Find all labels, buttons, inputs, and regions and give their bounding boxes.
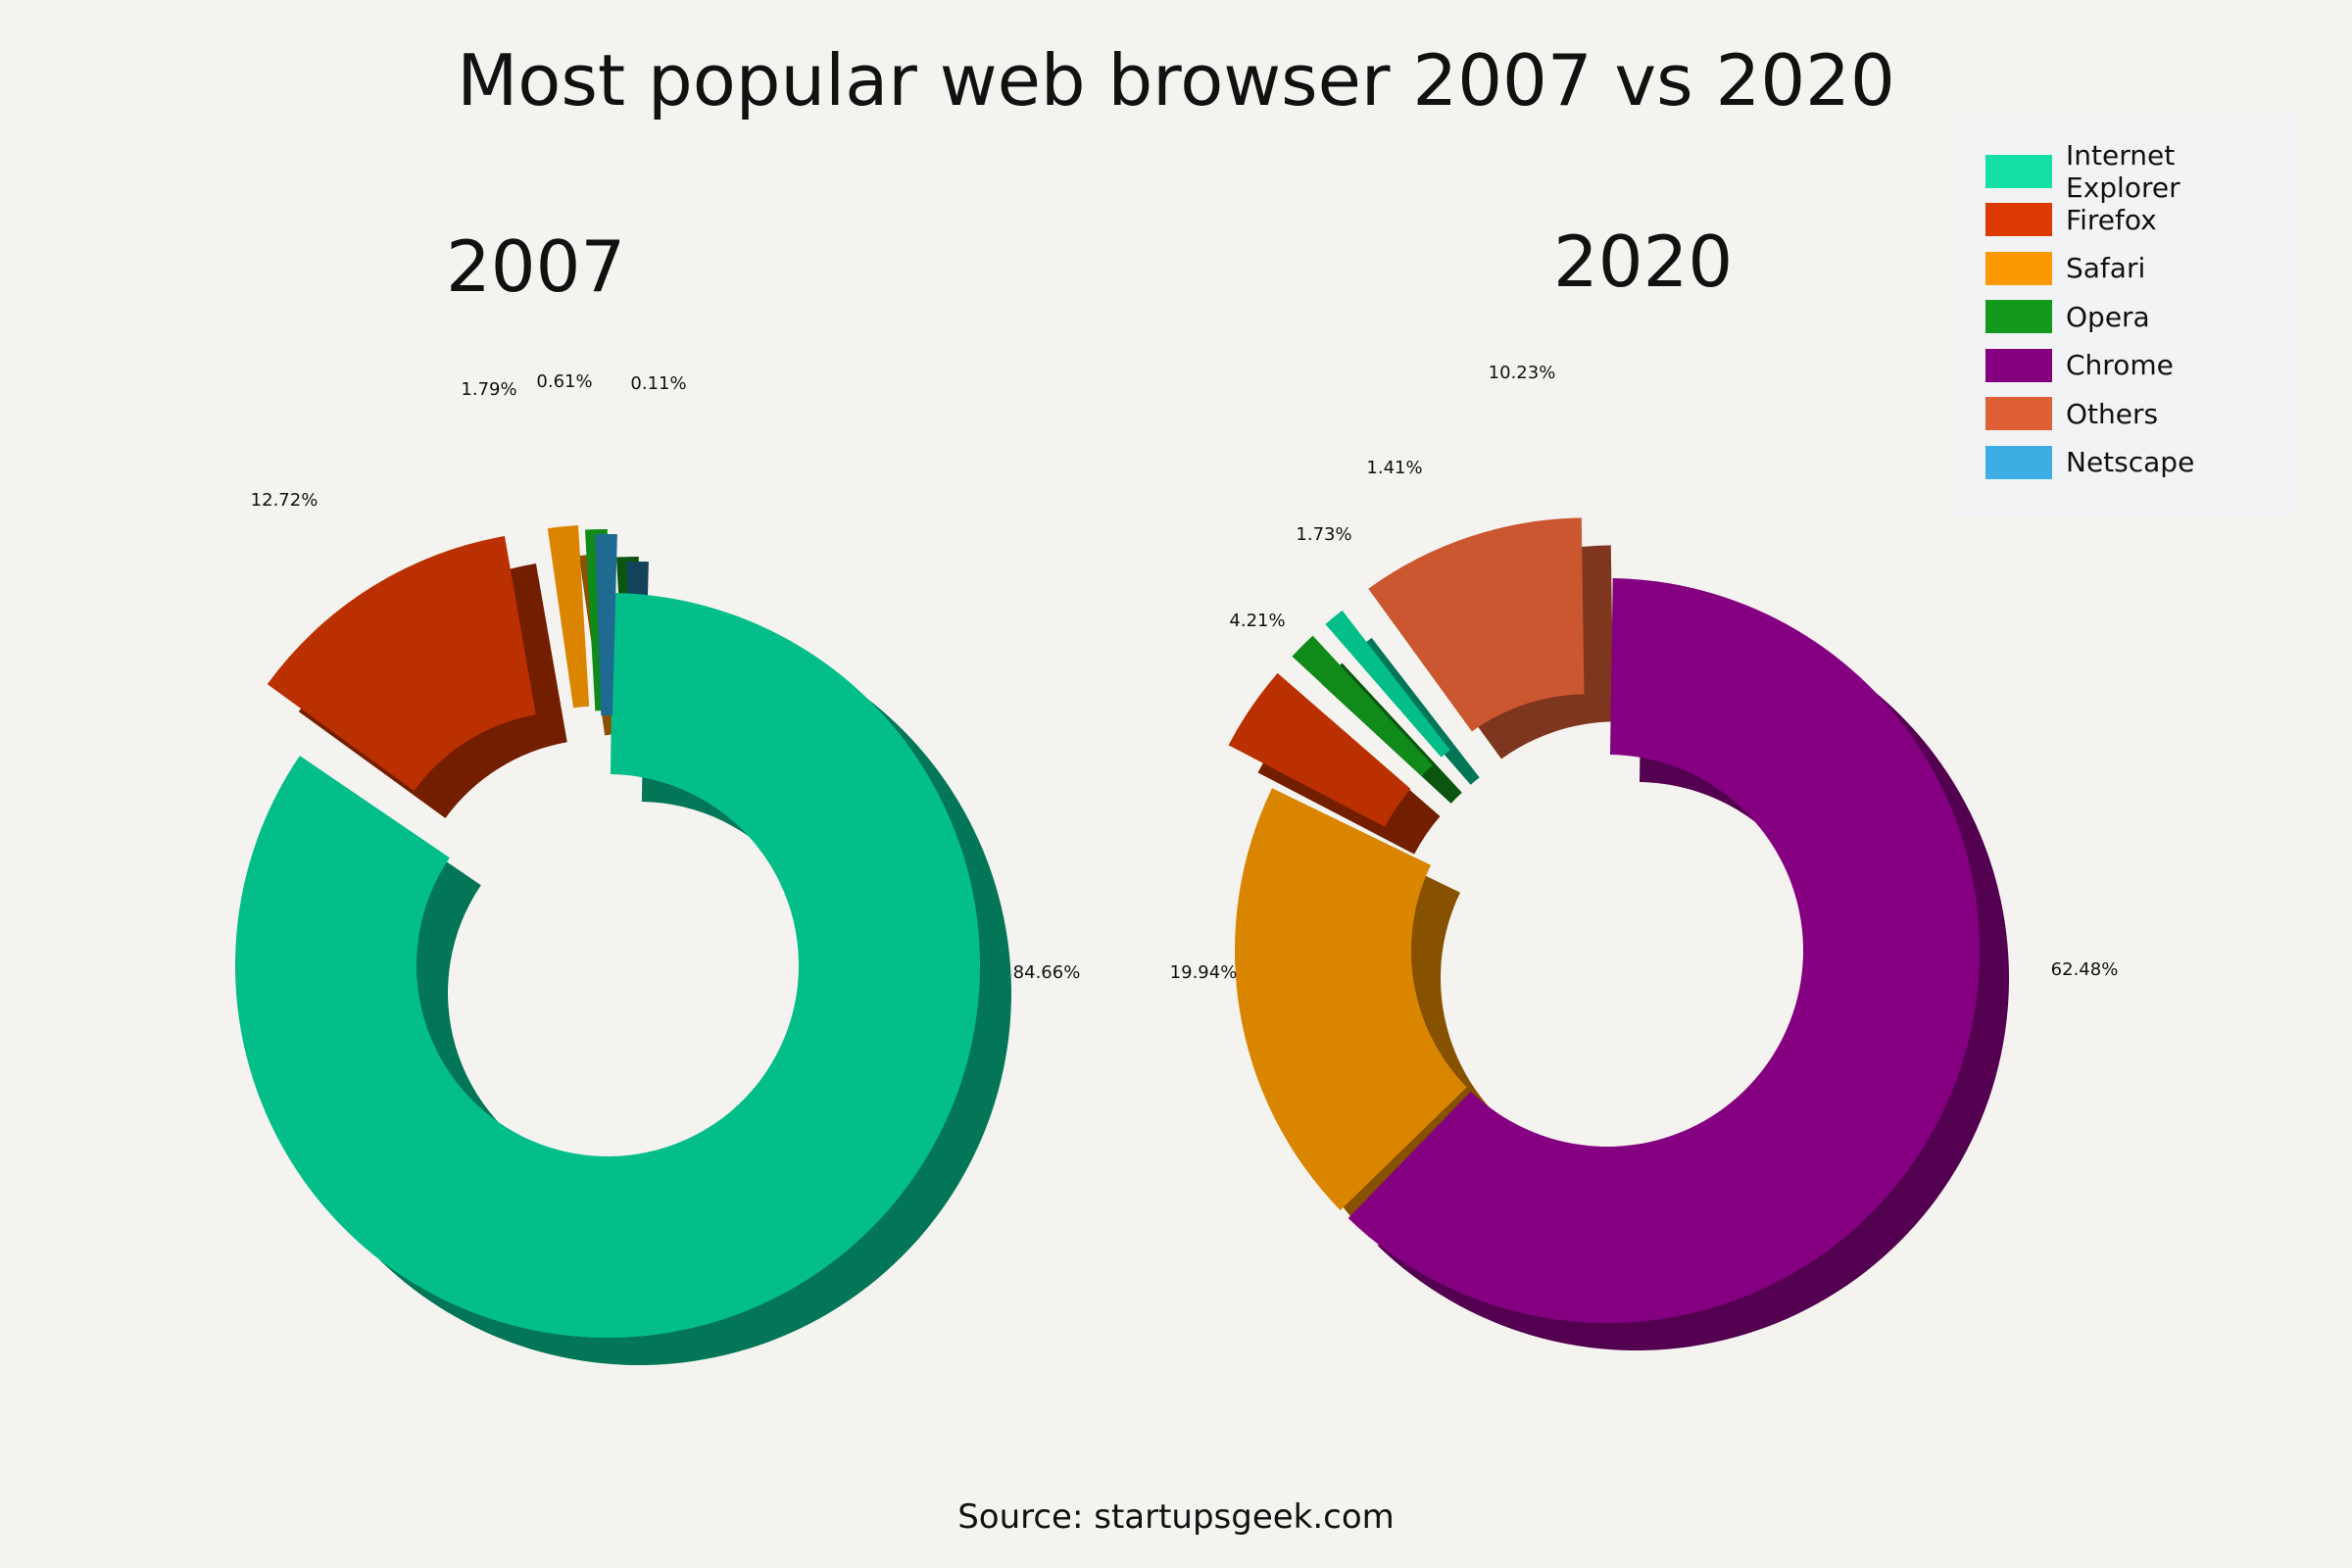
legend-item-others[interactable]: Others [1985, 390, 2296, 439]
legend-swatch [1985, 154, 2052, 188]
legend-swatch [1985, 348, 2052, 382]
slice-opera[interactable] [1292, 635, 1433, 776]
legend-item-firefox[interactable]: Firefox [1985, 196, 2296, 245]
legend-label: Netscape [2066, 446, 2195, 479]
slice-safari[interactable] [1235, 788, 1467, 1210]
slice-others[interactable] [1368, 517, 1585, 732]
slice-firefox[interactable] [267, 536, 536, 791]
legend-item-opera[interactable]: Opera [1985, 293, 2296, 342]
slice-safari[interactable] [547, 525, 590, 709]
donut-2020: 62.48% 19.94% 4.21% 1.73% 1.41% 10.23% [1170, 363, 2119, 1350]
legend-label: Opera [2066, 300, 2150, 333]
data-label-opera: 0.61% [536, 371, 592, 392]
legend-swatch [1985, 397, 2052, 431]
data-label-safari: 19.94% [1170, 962, 1238, 983]
legend-label: Internet Explorer [2066, 138, 2180, 204]
slice-internet-explorer[interactable] [234, 593, 981, 1339]
slice-chrome[interactable] [1348, 578, 1980, 1323]
data-label-chrome: 62.48% [2051, 959, 2119, 980]
slice-firefox[interactable] [1228, 672, 1411, 827]
legend-item-chrome[interactable]: Chrome [1985, 341, 2296, 390]
legend: Internet Explorer Firefox Safari Opera C… [1950, 110, 2296, 515]
data-label-safari: 1.79% [461, 379, 516, 400]
data-label-others: 10.23% [1489, 363, 1556, 383]
legend-item-internet-explorer[interactable]: Internet Explorer [1985, 139, 2296, 204]
data-label-netscape: 0.11% [630, 373, 686, 394]
legend-swatch [1985, 445, 2052, 479]
data-label-firefox: 4.21% [1229, 611, 1285, 631]
chart-title: Most popular web browser 2007 vs 2020 [457, 39, 1895, 122]
legend-swatch [1985, 203, 2052, 237]
legend-item-safari[interactable]: Safari [1985, 244, 2296, 293]
legend-label: Others [2066, 397, 2159, 430]
slice-netscape[interactable] [595, 534, 617, 716]
source-note: Source: startupsgeek.com [957, 1497, 1395, 1537]
legend-label: Safari [2066, 252, 2146, 285]
donut-2007: 84.66% 12.72% 1.79% 0.61% 0.11% [234, 371, 1081, 1366]
legend-swatch [1985, 251, 2052, 285]
chart-title-2020: 2020 [1553, 220, 1734, 303]
data-label-opera: 1.73% [1296, 524, 1351, 545]
legend-item-netscape[interactable]: Netscape [1985, 438, 2296, 487]
data-label-firefox: 12.72% [251, 490, 318, 511]
data-label-internet-explorer: 1.41% [1366, 458, 1422, 478]
legend-label: Firefox [2066, 203, 2157, 236]
legend-swatch [1985, 300, 2052, 334]
chart-title-2007: 2007 [446, 225, 626, 308]
slice-internet-explorer[interactable] [1325, 610, 1450, 758]
legend-label: Chrome [2066, 349, 2174, 382]
data-label-internet-explorer: 84.66% [1013, 962, 1081, 983]
